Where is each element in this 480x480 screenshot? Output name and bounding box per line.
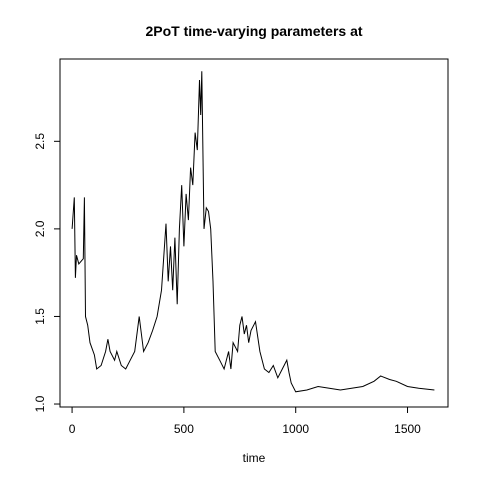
x-tick-label: 1500 <box>394 422 421 436</box>
x-tick-label: 1000 <box>282 422 309 436</box>
x-tick-label: 0 <box>69 422 76 436</box>
x-axis-label: time <box>243 451 266 465</box>
y-tick-label: 1.5 <box>33 308 47 325</box>
y-tick-label: 2.5 <box>33 133 47 150</box>
data-line <box>71 71 435 393</box>
x-tick-label: 500 <box>174 422 194 436</box>
y-tick-label: 2.0 <box>33 220 47 237</box>
plot-box <box>59 58 449 408</box>
chart-title: 2PoT time-varying parameters at <box>145 23 362 39</box>
y-tick-label: 1.0 <box>33 395 47 412</box>
